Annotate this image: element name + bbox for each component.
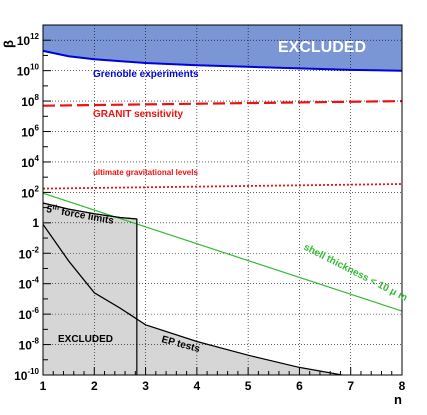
x-axis-title: n xyxy=(394,392,402,407)
x-tick-label: 5 xyxy=(245,379,252,393)
y-tick-labels: 1012 1010 108 106 104 102 1 10-2 10-4 10-6 10-8 10-… xyxy=(14,32,39,383)
x-tick-label: 8 xyxy=(399,379,406,393)
y-tick-label: 106 xyxy=(21,124,39,140)
series-granit xyxy=(43,100,402,107)
granit-label: GRANIT sensitivity xyxy=(93,109,183,120)
y-tick-label: 10-6 xyxy=(19,306,40,322)
x-tick-label: 2 xyxy=(91,379,98,393)
y-tick-label: 1012 xyxy=(17,32,40,48)
series-fifth_force xyxy=(43,202,137,220)
excluded-lower-label: EXCLUDED xyxy=(58,334,113,345)
y-tick-label: 10-2 xyxy=(19,245,40,261)
x-tick-label: 6 xyxy=(296,379,303,393)
y-tick-label: 102 xyxy=(21,184,39,200)
series-shell xyxy=(43,192,402,312)
grid xyxy=(43,25,402,375)
x-tick-label: 1 xyxy=(40,379,47,393)
excluded-upper-label: EXCLUDED xyxy=(278,39,366,56)
ultimate-label: ultimate gravitational levels xyxy=(93,168,198,177)
y-tick-label: 108 xyxy=(21,93,39,109)
series-layer xyxy=(43,49,402,375)
x-tick-labels: 1 2 3 4 5 6 7 8 xyxy=(40,379,406,393)
plot-frame xyxy=(42,24,403,376)
grenoble-label: Grenoble experiments xyxy=(93,69,199,80)
x-tick-label: 3 xyxy=(142,379,149,393)
x-tick-label: 4 xyxy=(194,379,201,393)
y-axis-title: β xyxy=(1,40,16,48)
y-tick-label: 10-8 xyxy=(19,337,40,353)
excluded-upper-region xyxy=(43,25,402,71)
y-tick-label: 10-10 xyxy=(14,367,39,383)
series-grenoble xyxy=(43,49,402,72)
y-tick-label: 1010 xyxy=(17,63,40,79)
x-tick-label: 7 xyxy=(347,379,354,393)
series-ep xyxy=(43,223,346,375)
y-tick-label: 104 xyxy=(21,154,39,170)
y-tick-label: 10-4 xyxy=(19,276,40,292)
excluded-below-ep-region xyxy=(43,224,402,375)
tick-marks xyxy=(42,24,403,376)
y-tick-label: 1 xyxy=(32,216,39,230)
